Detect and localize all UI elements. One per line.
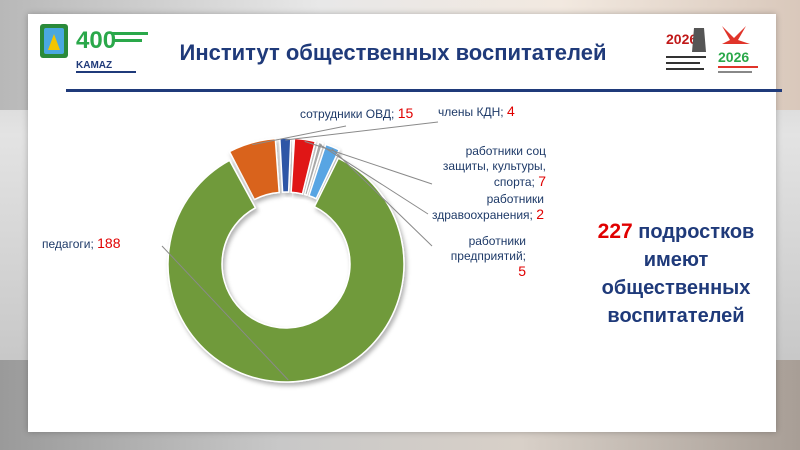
label-kdn: члены КДН; 4	[438, 103, 515, 120]
svg-text:2026: 2026	[718, 49, 749, 65]
label-zdrav: работники здравоохранения; 2	[432, 192, 544, 222]
leader-line-slice-ovd	[252, 125, 347, 146]
slice-ovd	[228, 137, 281, 201]
slice-pedagogi	[167, 157, 405, 383]
label-ovd: сотрудники ОВД; 15	[300, 105, 414, 122]
page-title: Институт общественных воспитателей	[179, 40, 607, 65]
svg-text:KAMAZ: KAMAZ	[76, 60, 112, 71]
label-pedagogi: педагоги; 188	[42, 235, 121, 252]
leader-line-slice-kdn	[285, 121, 439, 141]
slide: 400 KAMAZ Институт общественных воспитат…	[28, 14, 782, 432]
city-logo: 400 KAMAZ	[40, 24, 148, 73]
svg-text:2026: 2026	[666, 31, 697, 47]
title-underline	[66, 89, 782, 92]
leader-line-slice-pedagogi	[161, 245, 289, 381]
leader-line-slice-predpr	[331, 148, 433, 247]
leader-line-slice-zdrav	[319, 144, 429, 215]
slice-soc	[290, 137, 317, 195]
label-soc: работники соц защиты, культуры, спорта; …	[442, 144, 546, 189]
summary-text: 227 подростков имеют общественных воспит…	[597, 220, 755, 327]
slice-zdrav	[303, 141, 324, 197]
donut-chart	[161, 121, 439, 383]
svg-text:400: 400	[76, 27, 116, 54]
label-predpr: работники предприятий; 5	[450, 234, 526, 279]
year-logos: 2026 2026	[664, 22, 758, 80]
summary-number: 227	[597, 220, 633, 243]
slice-kdn	[279, 137, 292, 193]
slice-predpr	[307, 143, 341, 200]
